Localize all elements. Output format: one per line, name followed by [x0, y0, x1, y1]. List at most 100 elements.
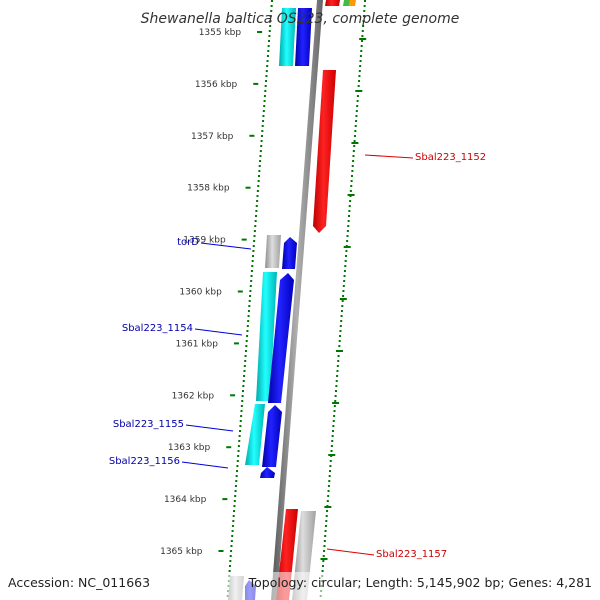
gc-dot-right	[356, 95, 359, 97]
gc-dot-left	[264, 85, 267, 87]
gc-dot-right	[338, 340, 341, 342]
gene-arrow-forward	[245, 404, 265, 465]
gc-dot-left	[233, 500, 236, 502]
gc-dot-right	[340, 310, 343, 312]
gc-dot-left	[230, 545, 233, 547]
gc-dot-left	[247, 320, 250, 322]
gc-dot-left	[270, 10, 273, 12]
gc-dot-right	[355, 120, 358, 122]
gc-dot-right	[335, 385, 338, 387]
gc-dot-left	[249, 295, 252, 297]
gc-dot-left	[249, 285, 252, 287]
gc-dot-right	[348, 210, 351, 212]
gc-dot-left	[244, 355, 247, 357]
kbp-tick-label: 1359 kbp	[183, 236, 226, 246]
gc-dot-right	[351, 170, 354, 172]
gene-features	[228, 0, 356, 600]
gene-label: Sbal223_1155	[113, 419, 184, 430]
gc-dot-left	[265, 70, 268, 72]
gc-dot-right	[352, 155, 355, 157]
gc-dot-left	[245, 345, 248, 347]
gene-label: Sbal223_1157	[376, 549, 447, 560]
gene-label: Sbal223_1152	[415, 152, 486, 163]
gc-dot-left	[257, 175, 260, 177]
gc-dot-right	[328, 475, 331, 477]
footer-bar: Accession: NC_011663 Topology: circular;…	[0, 572, 600, 600]
gc-dot-left	[256, 195, 259, 197]
gc-dot-left	[269, 20, 272, 22]
gene-label: Sbal223_1154	[122, 323, 193, 334]
gc-dot-right	[340, 315, 343, 317]
gc-dot-right	[342, 290, 345, 292]
gc-dot-right	[348, 205, 351, 207]
gene-arrow-forward	[282, 237, 297, 269]
gc-dot-right	[352, 150, 355, 152]
gc-mark-right	[320, 558, 328, 560]
gc-dot-left	[259, 160, 262, 162]
gc-dot-right	[322, 560, 325, 562]
gc-dot-right	[340, 320, 343, 322]
gc-dot-left	[241, 390, 244, 392]
gc-dot-right	[358, 70, 361, 72]
gene-arrow-forward	[260, 467, 275, 478]
gc-dot-right	[359, 55, 362, 57]
gc-mark-right	[343, 246, 351, 248]
gc-dot-right	[358, 80, 361, 82]
gc-dot-left	[260, 135, 263, 137]
gc-dot-right	[327, 485, 330, 487]
gene-arrow-misc	[349, 0, 356, 6]
gc-dot-right	[330, 450, 333, 452]
gc-dot-left	[258, 170, 261, 172]
gc-dot-right	[323, 540, 326, 542]
gc-dot-left	[250, 275, 253, 277]
gc-dot-left	[246, 335, 249, 337]
gc-mark-right	[332, 402, 340, 404]
gc-dot-left	[240, 410, 243, 412]
gc-mark-right	[347, 194, 355, 196]
gc-dot-right	[362, 25, 365, 27]
gc-dot-right	[360, 50, 363, 52]
gc-dot-right	[343, 280, 346, 282]
accession-text: Accession: NC_011663	[8, 575, 150, 590]
gc-dot-left	[267, 50, 270, 52]
kbp-tick-label: 1358 kbp	[187, 184, 230, 194]
gc-dot-right	[355, 115, 358, 117]
gc-dot-right	[338, 345, 341, 347]
gene-label-leader	[326, 548, 375, 556]
gc-dot-left	[247, 310, 250, 312]
gc-dot-right	[342, 285, 345, 287]
gc-dot-left	[242, 380, 245, 382]
gc-dot-right	[324, 530, 327, 532]
gc-dot-left	[239, 430, 242, 432]
gc-dot-right	[332, 420, 335, 422]
gene-arrow-forward	[268, 273, 294, 403]
gc-dot-left	[252, 255, 255, 257]
gc-dot-left	[243, 375, 246, 377]
gc-dot-right	[361, 30, 364, 32]
gc-dot-left	[270, 5, 273, 7]
gc-dot-left	[249, 290, 252, 292]
gc-dot-right	[333, 405, 336, 407]
gc-dot-left	[268, 40, 271, 42]
gc-mark-right	[339, 298, 347, 300]
gc-dot-right	[324, 525, 327, 527]
gc-dot-right	[330, 445, 333, 447]
gc-dot-left	[247, 315, 250, 317]
gc-dot-right	[337, 360, 340, 362]
gc-dot-left	[252, 250, 255, 252]
gene-label-leader	[181, 461, 229, 469]
gc-dot-left	[254, 225, 257, 227]
gc-dot-left	[262, 115, 265, 117]
gc-dot-right	[344, 265, 347, 267]
gc-dot-left	[253, 230, 256, 232]
genome-title: Shewanella baltica OS223, complete genom…	[141, 11, 460, 27]
gc-dot-left	[236, 470, 239, 472]
gc-dot-left	[237, 445, 240, 447]
gc-dot-left	[250, 270, 253, 272]
gc-dot-right	[344, 260, 347, 262]
gc-dot-left	[239, 425, 242, 427]
gc-dot-left	[242, 385, 245, 387]
gc-dot-right	[336, 370, 339, 372]
